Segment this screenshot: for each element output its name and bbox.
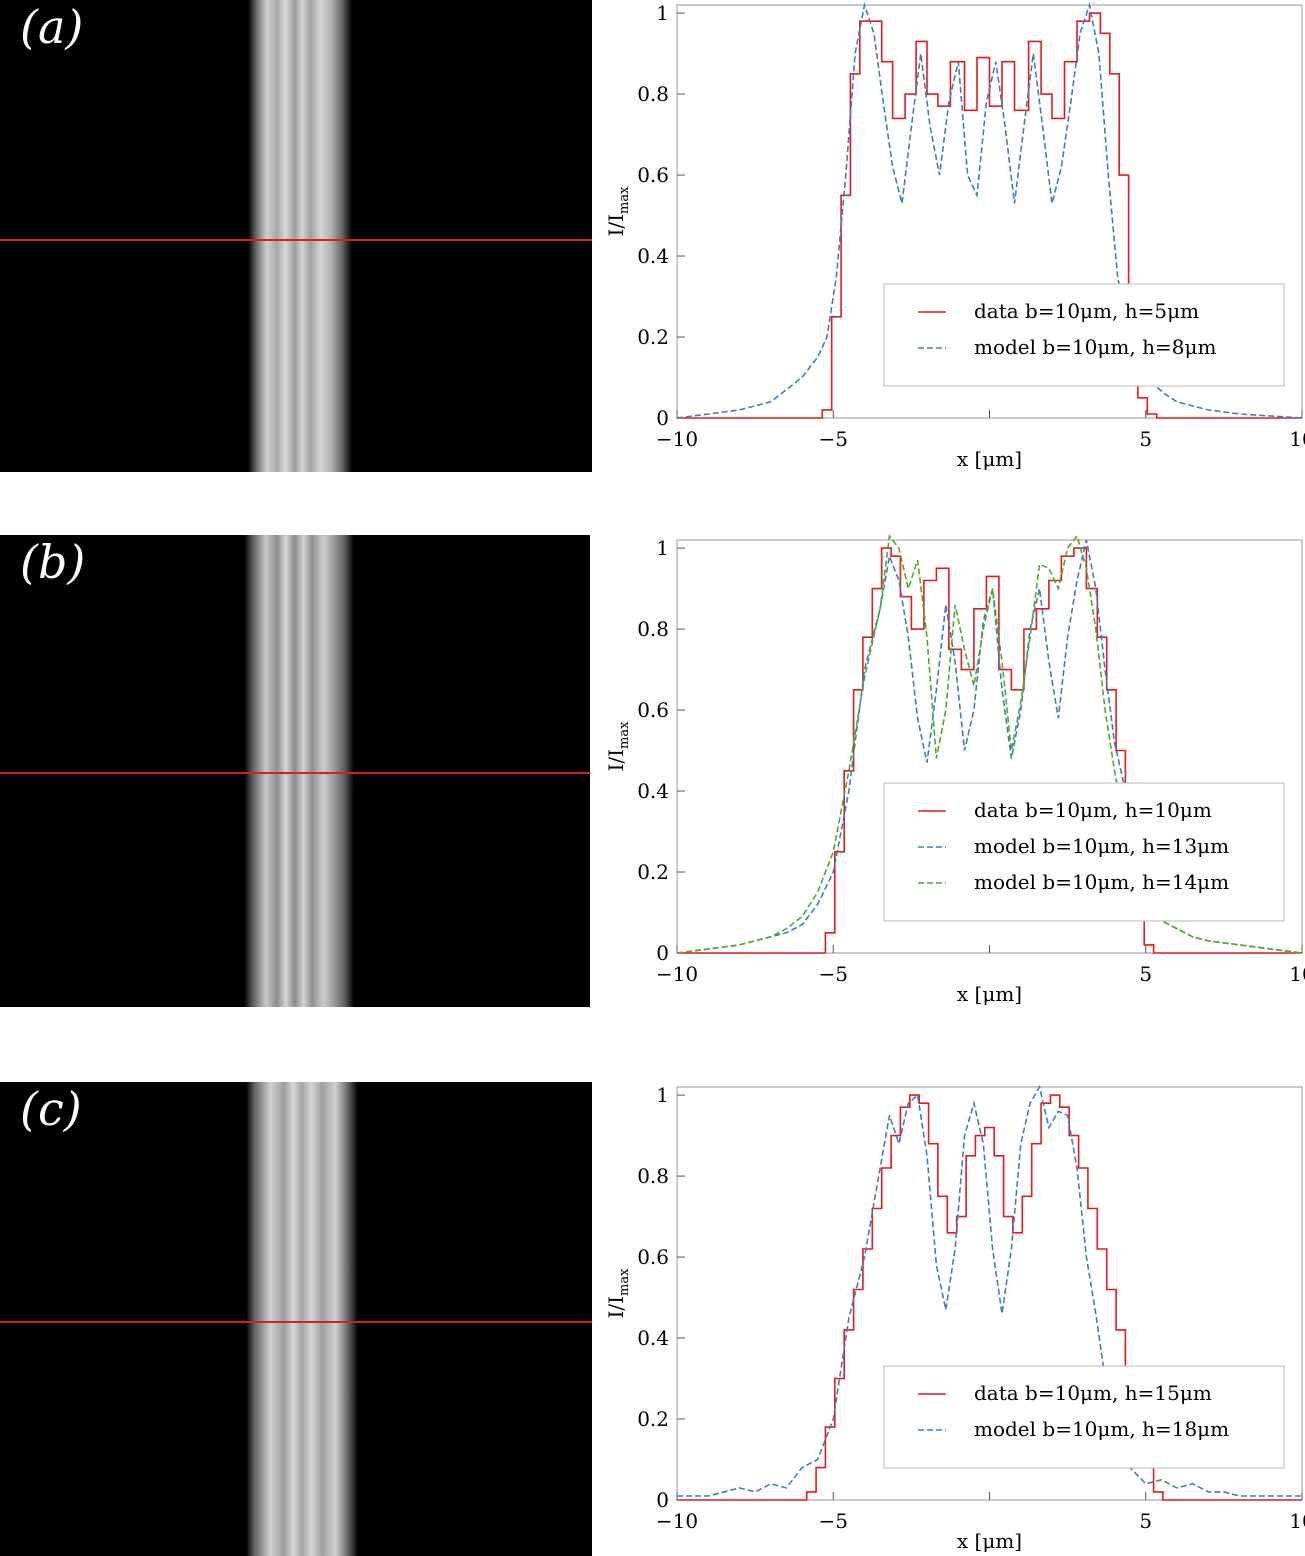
x-tick-label: 10 bbox=[1289, 427, 1305, 451]
x-tick-label: 5 bbox=[1139, 1509, 1152, 1533]
panel-c: (c) 0 0.2 0.4 0.6 0.8 1 −10 −5 5 10 x [μm] I/Imax da… bbox=[0, 1082, 1305, 1556]
panel-label-a: (a) bbox=[20, 0, 84, 54]
slit-band-c bbox=[246, 1082, 358, 1556]
y-tick-label: 0.6 bbox=[637, 698, 669, 722]
y-tick-label: 0.2 bbox=[637, 1407, 669, 1431]
x-tick-label: 10 bbox=[1289, 962, 1305, 986]
x-tick-label: −5 bbox=[819, 962, 848, 986]
slit-band-b bbox=[244, 535, 354, 1007]
panel-label-c: (c) bbox=[20, 1082, 82, 1136]
intensity-image-svg-b bbox=[0, 535, 590, 1007]
intensity-image-svg-a bbox=[0, 0, 592, 472]
x-tick-label: 5 bbox=[1139, 962, 1152, 986]
y-tick-label: 0.2 bbox=[637, 325, 669, 349]
y-axis-title: I/Imax bbox=[604, 1268, 632, 1319]
legend-label: data b=10μm, h=5μm bbox=[974, 299, 1199, 323]
y-tick-label: 1 bbox=[656, 536, 669, 560]
legend-box bbox=[883, 283, 1285, 387]
y-tick-label: 0.6 bbox=[637, 1245, 669, 1269]
y-tick-label: 0.2 bbox=[637, 860, 669, 884]
y-tick-label: 0.8 bbox=[637, 82, 669, 106]
series-line bbox=[677, 1094, 1302, 1501]
y-tick-label: 0.4 bbox=[637, 244, 669, 268]
x-tick-label: −10 bbox=[656, 427, 698, 451]
y-axis-title-subscript: max bbox=[617, 1268, 632, 1296]
y-tick-label: 0 bbox=[656, 1488, 669, 1512]
x-axis-title: x [μm] bbox=[957, 447, 1022, 471]
legend-label: model b=10μm, h=13μm bbox=[974, 834, 1229, 858]
x-axis-title: x [μm] bbox=[957, 1529, 1022, 1553]
y-tick-label: 0.8 bbox=[637, 1164, 669, 1188]
y-tick-label: 0.6 bbox=[637, 163, 669, 187]
legend-label: model b=10μm, h=18μm bbox=[974, 1417, 1229, 1441]
y-tick-label: 0 bbox=[656, 406, 669, 430]
series-line bbox=[676, 1, 1303, 419]
legend-label: model b=10μm, h=8μm bbox=[974, 335, 1216, 359]
x-axis-title: x [μm] bbox=[957, 982, 1022, 1006]
y-tick-label: 0 bbox=[656, 941, 669, 965]
panel-label-b: (b) bbox=[20, 535, 86, 589]
profile-plot-b: 0 0.2 0.4 0.6 0.8 1 −10 −5 5 10 x [μm] I/Imax data b… bbox=[600, 533, 1305, 1010]
x-tick-label: 10 bbox=[1289, 1509, 1305, 1533]
intensity-image-svg-c bbox=[0, 1082, 592, 1556]
x-tick-label: 5 bbox=[1139, 427, 1152, 451]
series-line bbox=[677, 547, 1302, 954]
y-axis-title-subscript: max bbox=[617, 721, 632, 749]
y-axis-title-main: I/I bbox=[604, 214, 628, 237]
y-axis-title-subscript: max bbox=[617, 186, 632, 214]
panel-b: (b) 0 0.2 0.4 0.6 0.8 1 −10 −5 5 10 x [μm] I/Imax da… bbox=[0, 533, 1305, 1010]
y-tick-label: 0.4 bbox=[637, 779, 669, 803]
y-tick-label: 0.8 bbox=[637, 617, 669, 641]
slit-band-a bbox=[248, 0, 352, 472]
legend-box bbox=[883, 782, 1285, 922]
profile-plot-a: 0 0.2 0.4 0.6 0.8 1 −10 −5 5 10 x [μm] I/Imax data b… bbox=[600, 0, 1305, 475]
x-tick-label: −5 bbox=[819, 427, 848, 451]
x-tick-label: −10 bbox=[656, 1509, 698, 1533]
x-tick-label: −5 bbox=[819, 1509, 848, 1533]
y-axis-title-main: I/I bbox=[604, 749, 628, 772]
legend-label: model b=10μm, h=14μm bbox=[974, 870, 1229, 894]
y-tick-label: 1 bbox=[656, 1, 669, 25]
chart-svg-a: 0 0.2 0.4 0.6 0.8 1 −10 −5 5 10 x [μm] I/Imax data b… bbox=[604, 1, 1305, 471]
y-axis-title: I/Imax bbox=[604, 186, 632, 237]
legend-box bbox=[883, 1365, 1285, 1469]
chart-svg-b: 0 0.2 0.4 0.6 0.8 1 −10 −5 5 10 x [μm] I/Imax data b… bbox=[604, 533, 1305, 1006]
chart-svg-c: 0 0.2 0.4 0.6 0.8 1 −10 −5 5 10 x [μm] I/Imax data b… bbox=[604, 1083, 1305, 1553]
legend-label: data b=10μm, h=10μm bbox=[974, 798, 1212, 822]
legend-label: data b=10μm, h=15μm bbox=[974, 1381, 1212, 1405]
series-line bbox=[677, 1084, 1302, 1497]
y-axis-title: I/Imax bbox=[604, 721, 632, 772]
series-line bbox=[677, 12, 1302, 419]
y-tick-label: 1 bbox=[656, 1083, 669, 1107]
x-tick-label: −10 bbox=[656, 962, 698, 986]
intensity-image-c: (c) bbox=[0, 1082, 592, 1556]
y-axis-title-main: I/I bbox=[604, 1296, 628, 1319]
panel-a: (a) 0 0.2 0.4 0.6 0.8 1 −10 −5 5 10 x [μm] I/Imax da… bbox=[0, 0, 1305, 475]
y-tick-label: 0.4 bbox=[637, 1326, 669, 1350]
intensity-image-b: (b) bbox=[0, 535, 590, 1007]
profile-plot-c: 0 0.2 0.4 0.6 0.8 1 −10 −5 5 10 x [μm] I/Imax data b… bbox=[600, 1082, 1305, 1556]
intensity-image-a: (a) bbox=[0, 0, 592, 472]
